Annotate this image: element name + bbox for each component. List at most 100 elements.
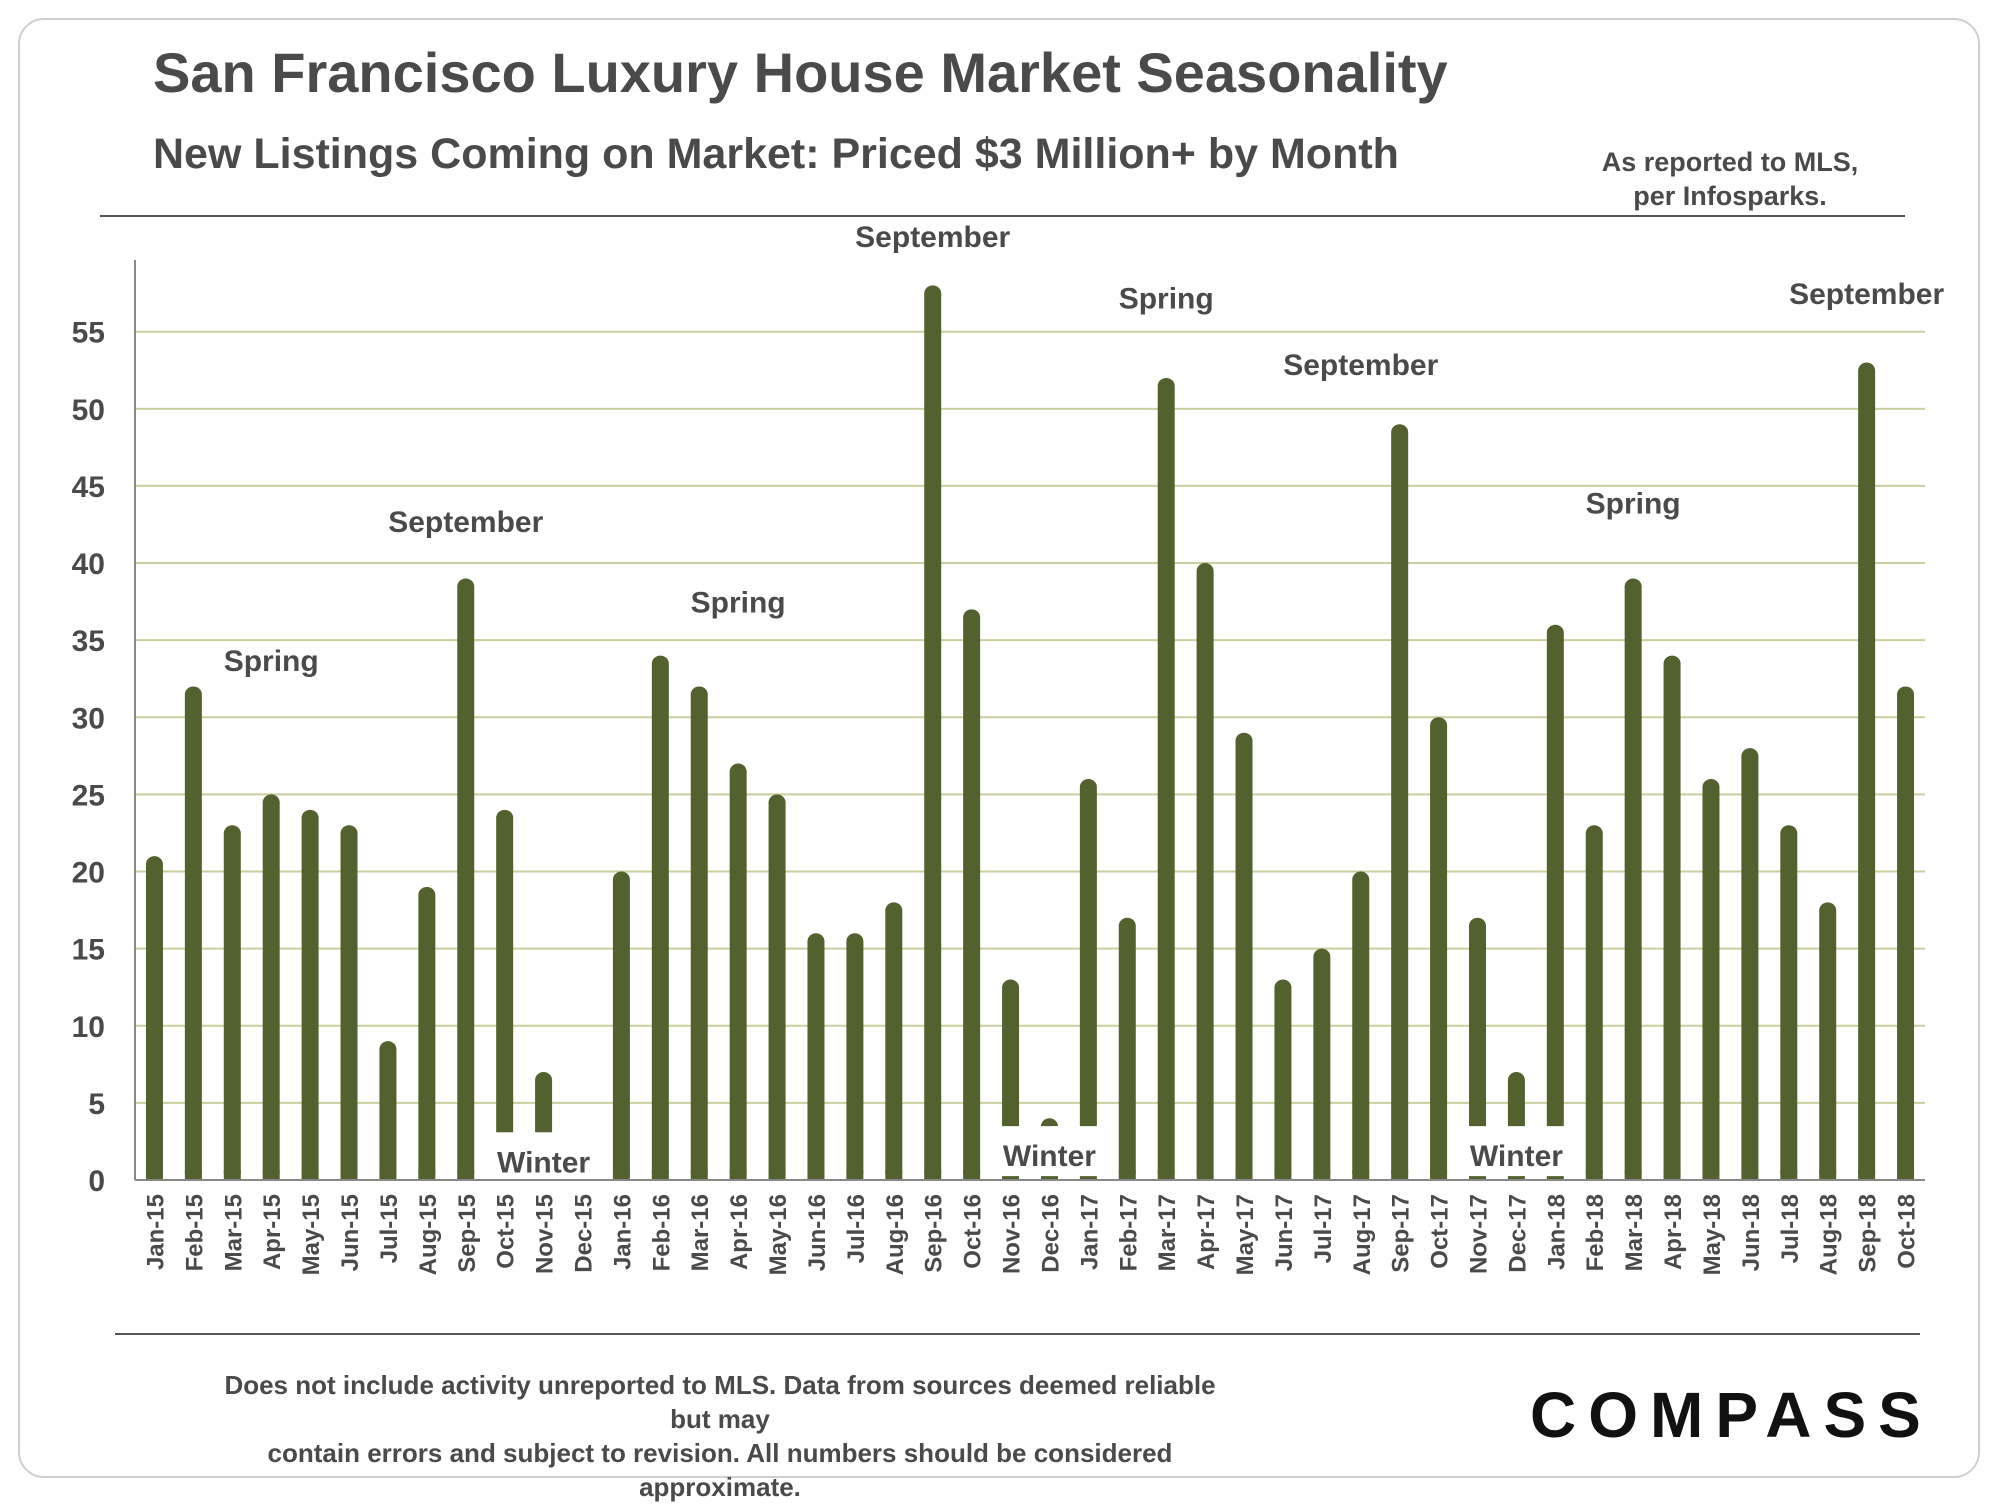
x-tick-label: Aug-15 <box>415 1194 442 1275</box>
x-tick-label: Apr-18 <box>1660 1194 1687 1270</box>
bar-base <box>379 1170 397 1180</box>
bar-base <box>1391 1170 1409 1180</box>
bar-base <box>1157 1170 1175 1180</box>
x-tick-label: Jan-16 <box>609 1194 636 1270</box>
winter-label: Winter <box>497 1146 590 1179</box>
bar <box>496 809 514 1180</box>
x-tick-label: Jul-17 <box>1310 1194 1337 1263</box>
y-tick-label: 40 <box>72 548 105 581</box>
bar-base <box>1780 1170 1798 1180</box>
bar <box>1858 362 1876 1180</box>
bar <box>1469 917 1486 1180</box>
bar <box>418 886 436 1180</box>
spring-label: Spring <box>691 586 786 619</box>
bar-base <box>963 1170 981 1180</box>
bar <box>768 794 786 1180</box>
bar-base <box>1858 1170 1876 1180</box>
x-tick-label: Jun-15 <box>337 1194 364 1271</box>
bar-base <box>1585 1170 1603 1180</box>
bar <box>651 655 669 1180</box>
bar-base <box>729 1170 747 1180</box>
x-tick-label: Aug-18 <box>1816 1194 1843 1275</box>
bar <box>1391 424 1409 1180</box>
x-tick-label: Apr-17 <box>1193 1194 1220 1270</box>
bar-base <box>1235 1170 1253 1180</box>
x-tick-label: Nov-17 <box>1466 1194 1493 1274</box>
bar-base <box>1430 1170 1448 1180</box>
bar <box>1079 778 1097 1180</box>
x-tick-label: Dec-16 <box>1037 1194 1064 1273</box>
x-tick-label: Oct-16 <box>960 1194 987 1269</box>
x-tick-label: Dec-15 <box>571 1194 598 1273</box>
x-tick-label: Jul-18 <box>1777 1194 1804 1263</box>
bar <box>1157 377 1175 1181</box>
x-tick-label: Jan-17 <box>1076 1194 1103 1270</box>
bar-base <box>223 1170 241 1180</box>
annotation-box <box>476 1132 612 1183</box>
bar <box>262 794 280 1180</box>
y-tick-label: 25 <box>72 779 105 812</box>
bar <box>1196 563 1214 1180</box>
bar <box>1118 917 1136 1180</box>
y-tick-label: 20 <box>72 857 105 890</box>
x-tick-label: Aug-16 <box>882 1194 909 1275</box>
bar <box>1663 655 1681 1180</box>
september-label: September <box>855 221 1010 254</box>
chart-title: San Francisco Luxury House Market Season… <box>153 41 1448 104</box>
x-tick-label: Mar-16 <box>687 1194 714 1271</box>
bar <box>1235 732 1253 1180</box>
x-tick-label: Mar-17 <box>1154 1194 1181 1271</box>
x-tick-label: Apr-16 <box>726 1194 753 1270</box>
bar-base <box>457 1170 475 1180</box>
x-tick-label: Mar-18 <box>1621 1194 1648 1271</box>
x-tick-label: Aug-17 <box>1349 1194 1376 1275</box>
bar <box>379 1041 397 1180</box>
bar-base <box>1196 1170 1214 1180</box>
x-tick-label: Mar-15 <box>220 1194 247 1271</box>
source-note-line: per Infosparks. <box>1633 181 1827 211</box>
bar <box>807 933 825 1180</box>
september-label: September <box>1283 349 1438 382</box>
x-tick-label: Apr-15 <box>259 1194 286 1270</box>
x-tick-label: Jun-16 <box>804 1194 831 1271</box>
bar <box>690 686 708 1180</box>
bar <box>1624 578 1642 1180</box>
x-tick-label: Jul-16 <box>843 1194 870 1263</box>
bar <box>1430 717 1448 1180</box>
bar <box>1546 624 1564 1180</box>
y-tick-label: 15 <box>72 934 105 967</box>
x-tick-label: Jun-18 <box>1738 1194 1765 1271</box>
x-tick-label: Jan-15 <box>142 1194 169 1270</box>
bar-base <box>1897 1170 1915 1180</box>
x-tick-label: Feb-17 <box>1115 1194 1142 1271</box>
bar <box>924 285 942 1181</box>
y-tick-label: 55 <box>72 317 105 350</box>
bar <box>1352 871 1370 1180</box>
y-tick-label: 35 <box>72 625 105 658</box>
x-tick-label: Oct-18 <box>1894 1194 1921 1269</box>
bar-base <box>1663 1170 1681 1180</box>
bar-base <box>1274 1170 1292 1180</box>
bar-chart: Spring September Winter Spring September Wint… <box>72 221 1945 1276</box>
bar-base <box>768 1170 786 1180</box>
bar-base <box>1118 1170 1136 1180</box>
y-tick-label: 50 <box>72 394 105 427</box>
bar-base <box>1741 1170 1759 1180</box>
bar <box>301 809 319 1180</box>
spring-label: Spring <box>1119 283 1214 316</box>
x-tick-label: May-15 <box>298 1194 325 1275</box>
bar-base <box>1819 1170 1837 1180</box>
x-tick-label: Jun-17 <box>1271 1194 1298 1271</box>
bar-base <box>1624 1170 1642 1180</box>
x-tick-label: May-18 <box>1699 1194 1726 1275</box>
bar-base <box>690 1170 708 1180</box>
x-tick-label: Nov-15 <box>532 1194 559 1274</box>
spring-label: Spring <box>1586 488 1681 521</box>
bar-base <box>184 1170 202 1180</box>
september-label: September <box>1789 278 1944 311</box>
footer-divider <box>115 1333 1920 1335</box>
bar-base <box>262 1170 280 1180</box>
bar <box>340 825 358 1180</box>
y-tick-label: 45 <box>72 471 105 504</box>
compass-logo: COMPASS <box>1530 1379 1933 1451</box>
